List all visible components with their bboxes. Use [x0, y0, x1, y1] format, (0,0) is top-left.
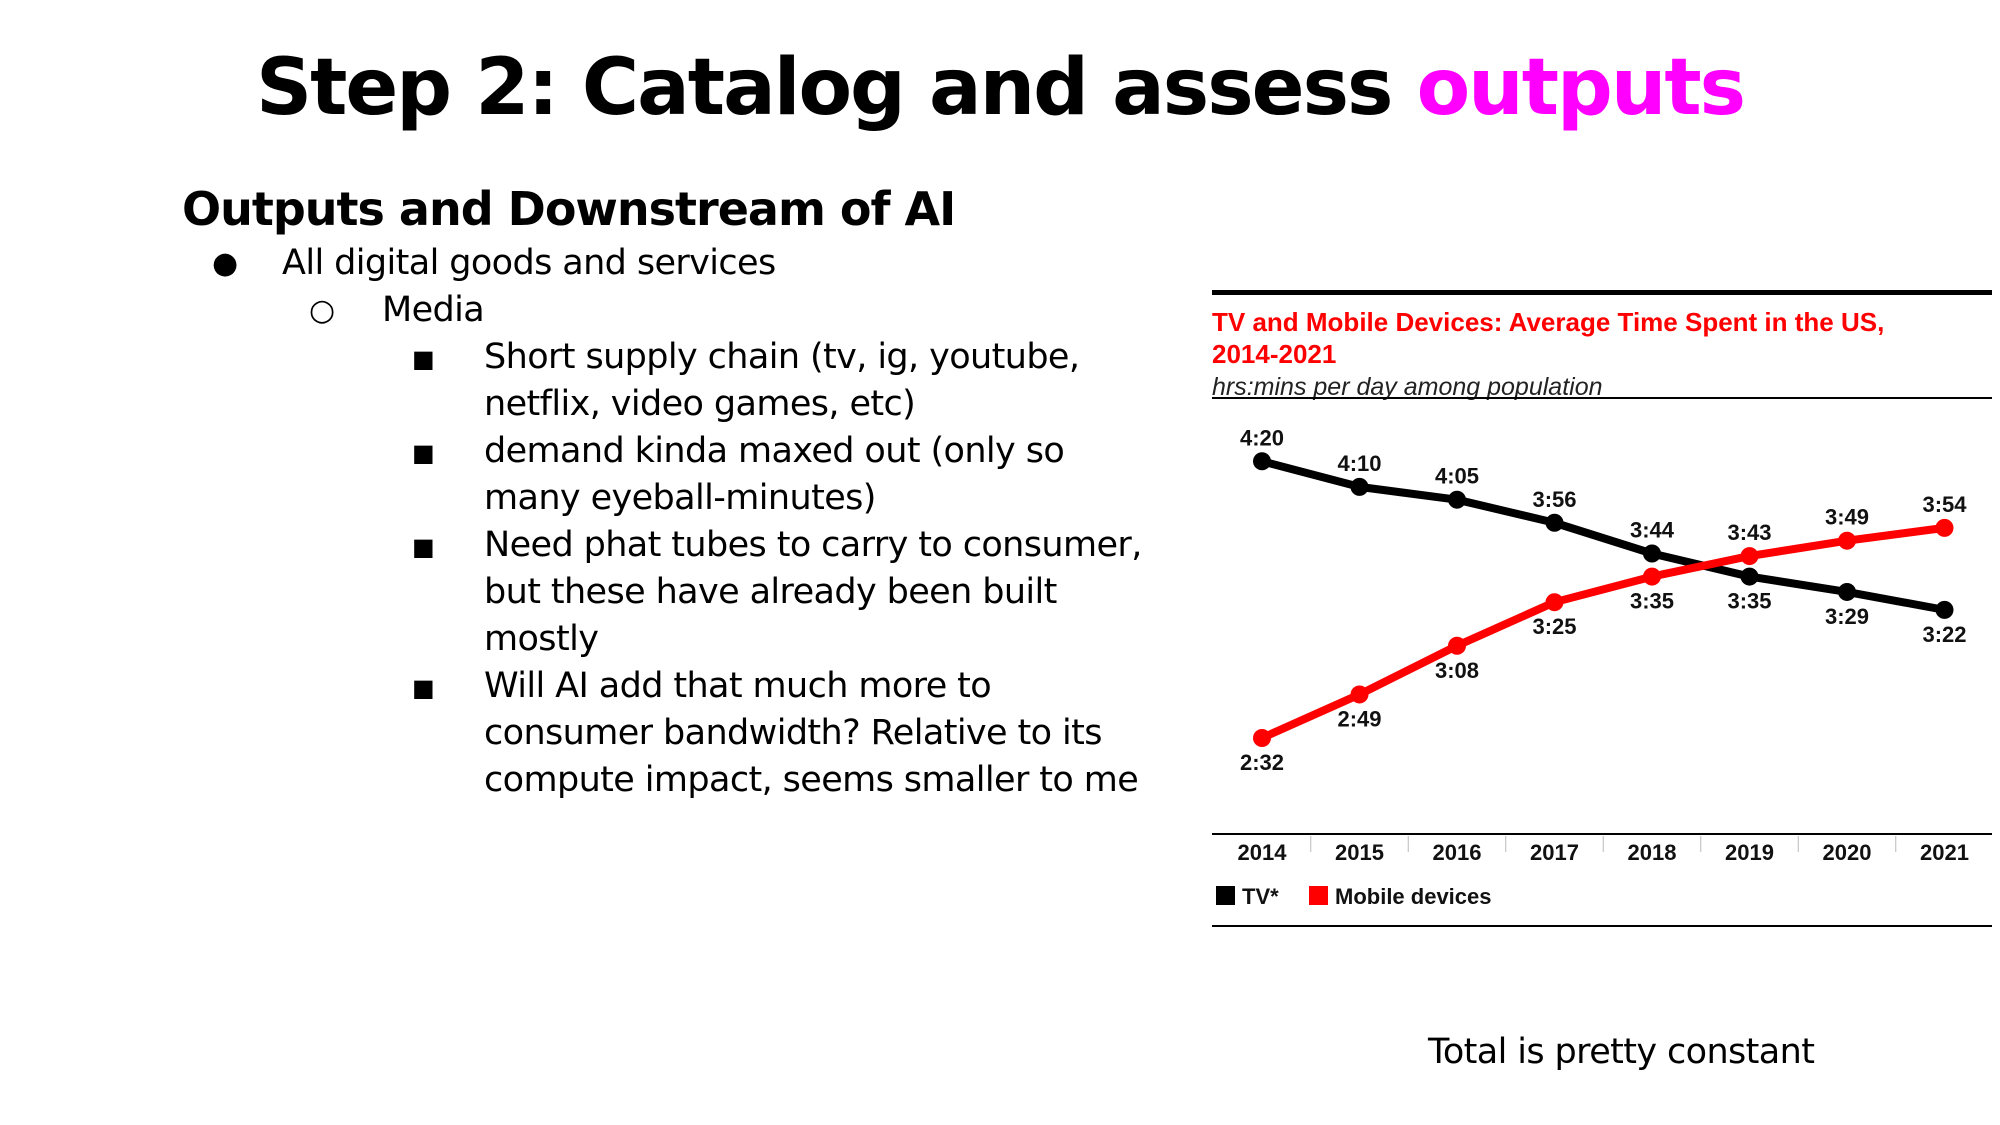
outline-item-level3: ■ Need phat tubes to carry to consumer, …: [182, 522, 1142, 663]
data-label: 2:49: [1337, 706, 1381, 731]
slide-title: Step 2: Catalog and assess outputs: [0, 38, 2000, 138]
data-label: 3:49: [1825, 505, 1869, 530]
bullet-disc: ●: [212, 246, 238, 281]
data-point: [1935, 600, 1954, 619]
chart-legend: TV* Mobile devices: [1216, 884, 1492, 909]
data-label: 3:35: [1630, 589, 1674, 614]
outline-item-label: demand kinda maxed out (only so many eye…: [484, 431, 1065, 518]
data-label: 3:44: [1630, 518, 1675, 543]
bullet-square: ■: [412, 439, 435, 467]
outline-item-level1: ● All digital goods and services: [182, 240, 1142, 287]
data-label: 4:20: [1240, 425, 1284, 450]
outline-item-level2: ○ Media: [182, 287, 1142, 334]
x-axis-ticks: 2014 2015 2016 2017 2018 2019 2020 2021: [1238, 836, 1969, 865]
outline: Outputs and Downstream of AI ● All digit…: [182, 178, 1142, 804]
bullet-square: ■: [412, 533, 435, 561]
legend-swatch: [1216, 886, 1235, 905]
data-label: 3:25: [1532, 614, 1576, 639]
series-line-1: [1258, 523, 1949, 742]
data-point: [1350, 477, 1369, 496]
outline-item-label: Need phat tubes to carry to consumer, bu…: [484, 525, 1142, 659]
data-label: 4:10: [1337, 451, 1381, 476]
slide-title-accent: outputs: [1416, 43, 1746, 133]
outline-heading: Outputs and Downstream of AI: [182, 182, 956, 236]
data-label: 3:22: [1922, 622, 1966, 647]
data-point: [1545, 513, 1564, 532]
bullet-square: ■: [412, 674, 435, 702]
slide-title-main: Step 2: Catalog and assess: [255, 43, 1417, 133]
chart-subtitle: hrs:mins per day among population: [1212, 373, 1603, 401]
data-point: [1545, 593, 1564, 612]
x-tick-label: 2021: [1920, 840, 1969, 865]
data-point: [1253, 452, 1271, 471]
plot-area: 4:20 4:10 4:05 3:56 3:44 3:35 3:29 3:22 2:32 2:49…: [1240, 425, 1967, 775]
data-label: 3:08: [1435, 658, 1479, 683]
chart-top-rule: [1212, 290, 1992, 295]
legend-label: TV*: [1242, 884, 1279, 909]
data-point: [1253, 729, 1271, 747]
x-tick-label: 2017: [1530, 840, 1579, 865]
legend-label: Mobile devices: [1335, 884, 1492, 909]
outline-item-label: All digital goods and services: [282, 243, 776, 283]
data-point: [1448, 490, 1466, 509]
data-point: [1350, 685, 1369, 704]
line-chart: TV and Mobile Devices: Average Time Spen…: [1212, 285, 1992, 935]
data-point: [1643, 567, 1661, 586]
data-point: [1838, 582, 1856, 601]
x-tick-label: 2020: [1823, 840, 1872, 865]
x-tick-label: 2019: [1725, 840, 1774, 865]
chart-title-line-1: TV and Mobile Devices: Average Time Spen…: [1212, 307, 1884, 337]
data-point: [1838, 531, 1856, 550]
data-point: [1935, 518, 1954, 537]
chart-title-line-2: 2014-2021: [1212, 339, 1336, 369]
data-label: 4:05: [1435, 464, 1479, 489]
data-label: 3:43: [1727, 520, 1771, 545]
x-tick-label: 2014: [1238, 840, 1288, 865]
data-point: [1643, 544, 1661, 563]
x-tick-label: 2015: [1335, 840, 1384, 865]
series-line-0: [1258, 457, 1949, 614]
data-label: 3:54: [1922, 492, 1967, 517]
outline-item-level3: ■ Short supply chain (tv, ig, youtube, n…: [182, 334, 1142, 428]
data-label: 3:56: [1532, 487, 1576, 512]
x-tick-label: 2018: [1628, 840, 1677, 865]
footnote: Total is pretty constant: [1428, 1032, 1815, 1072]
data-label: 2:32: [1240, 750, 1284, 775]
outline-item-label: Short supply chain (tv, ig, youtube, net…: [484, 337, 1080, 424]
outline-item-label: Media: [382, 290, 485, 330]
outline-item-label: Will AI add that much more to consumer b…: [484, 666, 1139, 800]
legend-swatch: [1309, 886, 1328, 905]
data-point: [1448, 636, 1466, 655]
outline-item-level3: ■ demand kinda maxed out (only so many e…: [182, 428, 1142, 522]
data-point: [1740, 547, 1759, 566]
bullet-square: ■: [412, 345, 435, 373]
chart-canvas: TV and Mobile Devices: Average Time Spen…: [1212, 290, 1992, 927]
x-tick-label: 2016: [1433, 840, 1482, 865]
bullet-circle: ○: [309, 293, 335, 328]
data-label: 3:35: [1727, 589, 1771, 614]
outline-item-level3: ■ Will AI add that much more to consumer…: [182, 663, 1142, 804]
data-label: 3:29: [1825, 604, 1869, 629]
data-point: [1740, 567, 1759, 586]
